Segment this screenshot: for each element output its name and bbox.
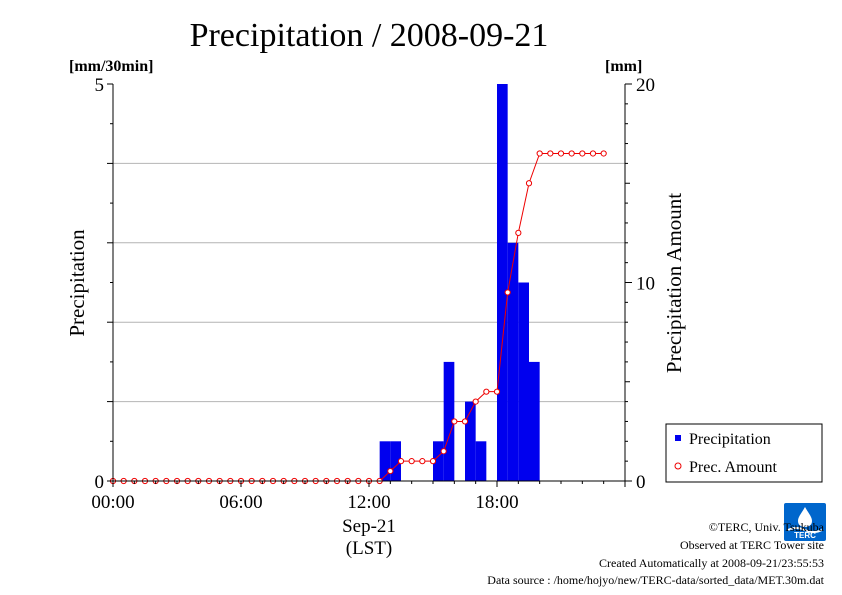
footer-observed: Observed at TERC Tower site bbox=[679, 538, 824, 552]
precipitation-bar bbox=[379, 441, 391, 481]
terc-logo-wave bbox=[787, 527, 823, 533]
amount-point bbox=[483, 388, 490, 395]
precipitation-bar bbox=[507, 242, 519, 481]
grid-lines bbox=[113, 162, 625, 403]
terc-logo-drop bbox=[798, 507, 812, 527]
legend-amount-label: Prec. Amount bbox=[689, 459, 778, 476]
amount-point bbox=[440, 448, 447, 455]
amount-point bbox=[579, 150, 586, 157]
precipitation-bar bbox=[443, 361, 455, 481]
amount-point bbox=[515, 229, 522, 236]
right-tick-label: 10 bbox=[636, 274, 655, 295]
amount-point bbox=[397, 458, 405, 465]
amount-point bbox=[461, 418, 469, 425]
amount-point bbox=[525, 180, 533, 187]
left-axis-title: Precipitation bbox=[65, 229, 89, 337]
amount-point bbox=[408, 458, 415, 465]
x-axis-date-label: Sep-21 bbox=[342, 516, 396, 537]
amount-point bbox=[600, 150, 607, 157]
x-tick-label: 18:00 bbox=[475, 492, 518, 513]
left-tick-label: 5 bbox=[95, 75, 105, 96]
amount-point bbox=[568, 150, 575, 157]
footer-source: Data source : /home/hojyo/new/TERC-data/… bbox=[487, 573, 824, 587]
precipitation-bar bbox=[465, 401, 476, 481]
x-tick-label: 12:00 bbox=[347, 492, 390, 513]
precipitation-bar bbox=[433, 441, 444, 481]
axes: 0 5 0 10 20 00:00 06:00 12:00 18:00 bbox=[91, 75, 655, 513]
amount-point bbox=[504, 289, 511, 296]
right-unit-label: [mm] bbox=[605, 58, 642, 75]
right-axis-title: Precipitation Amount bbox=[662, 193, 686, 373]
legend-amount-swatch bbox=[674, 462, 682, 470]
precipitation-bar bbox=[390, 441, 401, 481]
amount-point bbox=[451, 418, 458, 425]
amount-point bbox=[493, 388, 501, 395]
precipitation-bar bbox=[529, 361, 540, 481]
right-tick-label: 0 bbox=[636, 472, 646, 493]
amount-point bbox=[547, 150, 554, 157]
legend: Precipitation Prec. Amount bbox=[665, 423, 823, 483]
amount-point bbox=[419, 458, 426, 465]
left-tick-label: 0 bbox=[95, 472, 105, 493]
terc-logo: TERC bbox=[784, 503, 826, 541]
amount-point bbox=[429, 458, 437, 465]
legend-box bbox=[665, 423, 823, 483]
precipitation-bar bbox=[497, 84, 508, 481]
amount-point bbox=[536, 150, 543, 157]
precipitation-bar bbox=[518, 282, 529, 481]
legend-precipitation-label: Precipitation bbox=[689, 431, 771, 448]
left-unit-label: [mm/30min] bbox=[69, 58, 153, 75]
x-axis-timezone-label: (LST) bbox=[346, 538, 392, 559]
amount-point bbox=[472, 398, 479, 405]
footer-created: Created Automatically at 2008-09-21/23:5… bbox=[599, 556, 824, 570]
x-tick-label: 06:00 bbox=[219, 492, 262, 513]
precipitation-bars bbox=[379, 84, 540, 481]
precipitation-bar bbox=[475, 441, 487, 481]
x-tick-label: 00:00 bbox=[91, 492, 134, 513]
terc-logo-text: TERC bbox=[794, 531, 816, 540]
right-tick-label: 20 bbox=[636, 75, 655, 96]
amount-point bbox=[557, 150, 565, 157]
footer-copyright: ©TERC, Univ. Tsukuba bbox=[708, 520, 824, 534]
amount-point bbox=[589, 150, 597, 157]
legend-precipitation-swatch bbox=[675, 435, 681, 441]
amount-point bbox=[387, 467, 394, 475]
chart-title: Precipitation / 2008-09-21 bbox=[190, 17, 549, 54]
